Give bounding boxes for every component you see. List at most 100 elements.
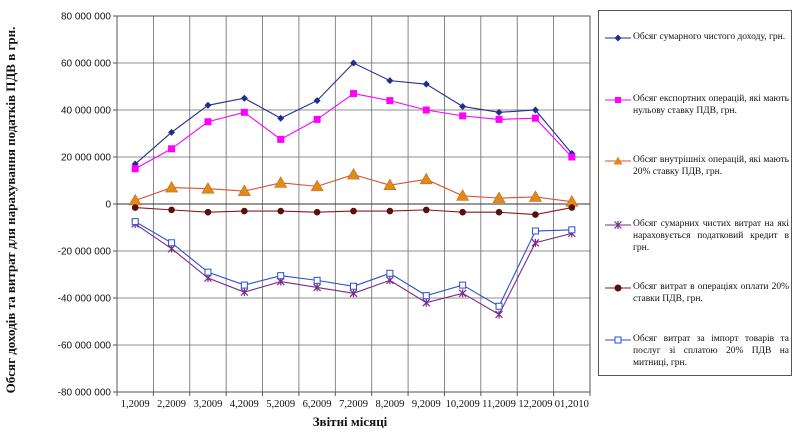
data-point bbox=[531, 238, 540, 247]
data-point bbox=[277, 207, 285, 215]
data-point bbox=[422, 80, 430, 88]
legend-label: Обсяг витрат в операціях оплати 20% став… bbox=[633, 282, 789, 304]
data-point bbox=[568, 153, 576, 161]
x-tick-label: 1,2009 bbox=[121, 399, 150, 410]
legend-swatch bbox=[605, 336, 631, 344]
data-point bbox=[128, 193, 142, 206]
data-point bbox=[531, 227, 539, 235]
y-tick-label: -80 000 000 bbox=[58, 388, 112, 399]
data-point bbox=[274, 176, 288, 188]
legend-swatch bbox=[605, 97, 631, 103]
data-point bbox=[495, 115, 503, 123]
series-line bbox=[134, 223, 572, 316]
data-point bbox=[459, 281, 467, 289]
data-point bbox=[237, 184, 251, 196]
data-point bbox=[131, 204, 139, 211]
x-tick-label: 9,2009 bbox=[412, 399, 441, 410]
legend-item: Обсяг витрат в операціях оплати 20% став… bbox=[605, 281, 789, 331]
data-point bbox=[349, 289, 358, 298]
x-tick-label: 01,2010 bbox=[555, 399, 589, 410]
data-point bbox=[204, 118, 212, 126]
legend-label: Обсяг сумарного чистого доходу, грн. bbox=[633, 32, 786, 42]
data-point bbox=[459, 102, 467, 110]
series-line bbox=[134, 92, 573, 170]
x-tick-label: 11,2009 bbox=[482, 399, 516, 410]
data-point bbox=[531, 106, 539, 114]
data-point bbox=[165, 180, 179, 193]
legend-swatch bbox=[605, 221, 631, 229]
x-tick-label: 3,2009 bbox=[194, 399, 223, 410]
data-point bbox=[495, 310, 503, 319]
x-tick-label: 6,2009 bbox=[303, 399, 332, 410]
data-point bbox=[422, 106, 430, 114]
y-axis-label: Обсяг доходів та витрат для нарахування … bbox=[3, 26, 18, 394]
y-tick-label: -60 000 000 bbox=[58, 341, 112, 352]
y-tick-label: -20 000 000 bbox=[58, 247, 112, 258]
data-point bbox=[528, 190, 542, 202]
data-point bbox=[131, 165, 139, 173]
data-point bbox=[204, 101, 212, 109]
legend-label: Обсяг експортних операцій, які мають нул… bbox=[633, 94, 789, 116]
data-point bbox=[241, 207, 248, 215]
data-point bbox=[240, 281, 248, 289]
data-point bbox=[240, 108, 248, 116]
data-point bbox=[346, 168, 361, 180]
data-point bbox=[456, 189, 470, 201]
x-tick-label: 5,2009 bbox=[266, 399, 295, 410]
x-axis-label: Звітні місяці bbox=[312, 414, 388, 429]
legend-item: Обсяг сумарного чистого доходу, грн. bbox=[605, 31, 789, 81]
data-point bbox=[168, 128, 176, 136]
legend-item: Обсяг сумарних чистих витрат на які нара… bbox=[605, 218, 789, 268]
series-line bbox=[134, 62, 573, 165]
data-point bbox=[459, 112, 467, 120]
data-point bbox=[386, 97, 394, 105]
data-point bbox=[240, 288, 249, 297]
data-point bbox=[168, 239, 176, 247]
data-point bbox=[277, 272, 285, 280]
data-point bbox=[386, 207, 394, 215]
data-point bbox=[459, 208, 466, 216]
data-point bbox=[313, 283, 322, 292]
x-tick-label: 7,2009 bbox=[339, 399, 368, 410]
data-point bbox=[201, 182, 215, 194]
data-point bbox=[350, 59, 357, 67]
legend-swatch bbox=[605, 34, 631, 42]
y-tick-label: -40 000 000 bbox=[58, 294, 112, 305]
data-point bbox=[350, 90, 357, 98]
data-point bbox=[386, 77, 394, 85]
y-tick-label: 0 bbox=[105, 200, 111, 211]
legend-label: Обсяг сумарних чистих витрат на які нара… bbox=[633, 219, 789, 253]
x-tick-label: 4,2009 bbox=[230, 399, 259, 410]
legend-item: Обсяг внутрішніх операцій, які мають 20%… bbox=[605, 154, 789, 204]
data-point bbox=[495, 302, 503, 310]
legend-swatch bbox=[605, 284, 631, 292]
legend-label: Обсяг внутрішніх операцій, які мають 20%… bbox=[633, 155, 789, 177]
data-point bbox=[168, 206, 175, 214]
legend-item: Обсяг витрат за імпорт товарів та послуг… bbox=[605, 333, 789, 383]
legend-item: Обсяг експортних операцій, які мають нул… bbox=[605, 93, 789, 143]
data-point bbox=[386, 269, 394, 277]
data-point bbox=[568, 226, 576, 234]
y-tick-label: 20 000 000 bbox=[61, 153, 111, 164]
data-point bbox=[568, 204, 576, 211]
data-point bbox=[240, 94, 248, 102]
data-point bbox=[422, 298, 431, 307]
data-point bbox=[313, 97, 321, 105]
y-tick-label: 60 000 000 bbox=[61, 59, 111, 70]
data-point bbox=[313, 115, 321, 123]
data-point bbox=[422, 292, 430, 300]
data-point bbox=[385, 276, 394, 285]
data-point bbox=[422, 206, 430, 214]
data-point bbox=[350, 282, 357, 290]
data-point bbox=[532, 211, 539, 218]
x-tick-label: 12,2009 bbox=[518, 399, 552, 410]
data-point bbox=[495, 208, 503, 216]
x-tick-label: 10,2009 bbox=[446, 399, 480, 410]
data-point bbox=[492, 191, 506, 203]
data-point bbox=[495, 108, 503, 116]
data-point bbox=[204, 268, 212, 276]
data-point bbox=[310, 179, 324, 192]
data-point bbox=[383, 178, 397, 190]
data-point bbox=[204, 208, 212, 216]
